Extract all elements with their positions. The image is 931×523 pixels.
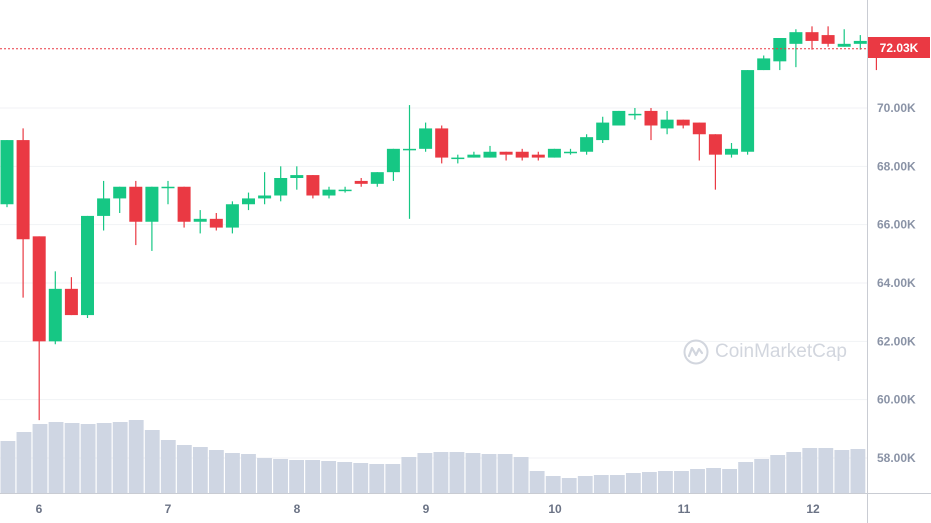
coinmarketcap-watermark: CoinMarketCap [683, 339, 847, 365]
y-tick-label: 58.00K [877, 451, 916, 465]
watermark-text: CoinMarketCap [715, 341, 847, 362]
grid-lines [0, 107, 867, 459]
x-tick-label: 9 [423, 502, 430, 516]
x-tick-label: 8 [294, 502, 301, 516]
x-axis-labels: 6 7 8 9 10 11 12 [36, 502, 820, 516]
x-tick-label: 7 [165, 502, 172, 516]
current-price-label: 72.03K [868, 37, 930, 58]
y-axis-labels: 70.00K 68.00K 66.00K 64.00K 62.00K 60.00K 58.0… [877, 101, 916, 465]
price-candles [0, 26, 883, 421]
coinmarketcap-logo-icon [683, 339, 709, 365]
y-tick-label: 68.00K [877, 159, 916, 173]
y-tick-label: 70.00K [877, 101, 916, 115]
x-tick-label: 11 [678, 502, 691, 516]
x-tick-label: 10 [548, 502, 562, 516]
y-tick-label: 66.00K [877, 218, 916, 232]
y-tick-label: 60.00K [877, 393, 916, 407]
x-tick-label: 6 [36, 502, 43, 516]
y-tick-label: 64.00K [877, 276, 916, 290]
volume-bars [0, 420, 866, 493]
x-tick-label: 12 [806, 502, 820, 516]
y-tick-label: 62.00K [877, 334, 916, 348]
